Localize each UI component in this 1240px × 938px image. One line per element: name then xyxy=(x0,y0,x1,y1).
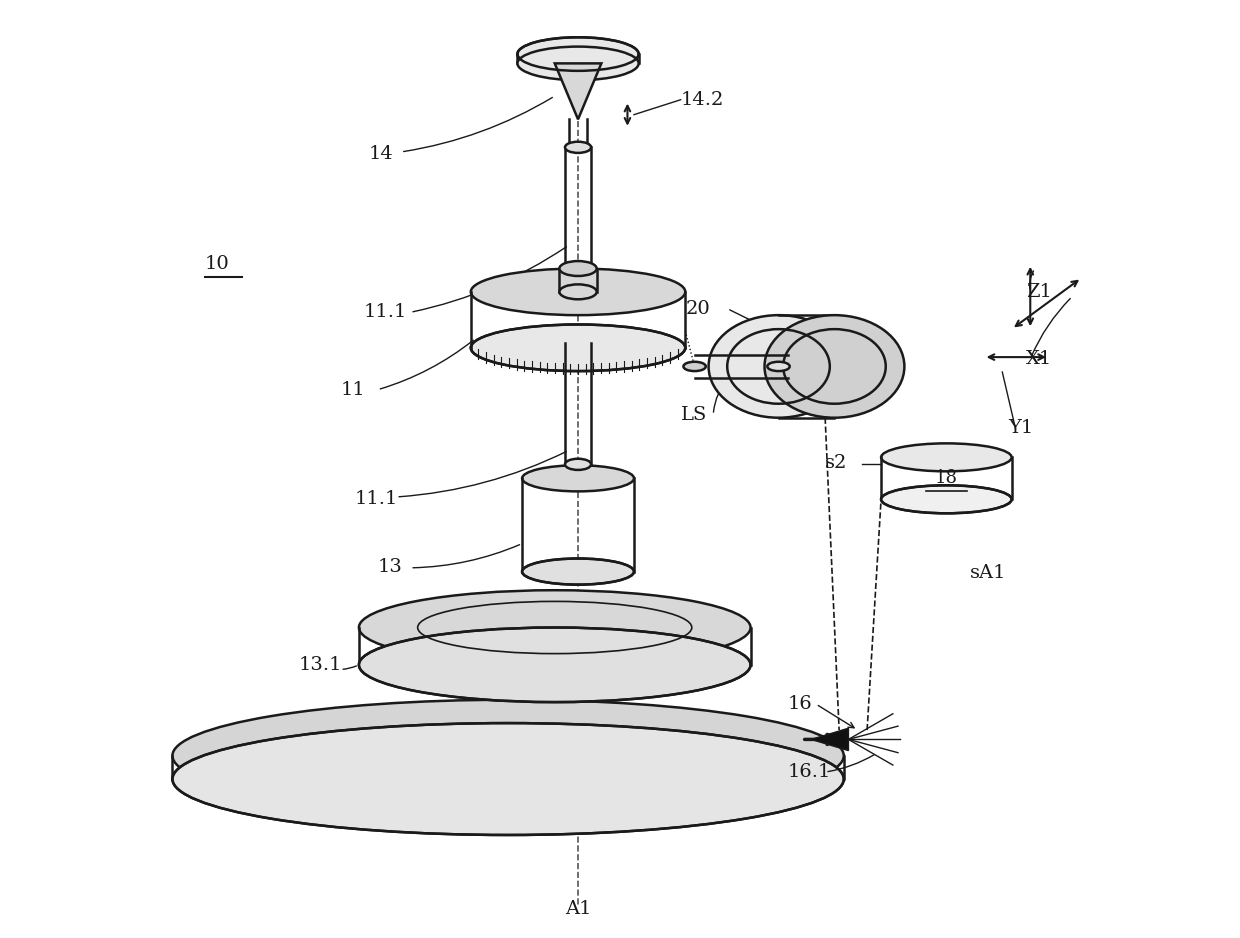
Text: Y1: Y1 xyxy=(1008,419,1033,437)
Text: 18: 18 xyxy=(935,469,957,488)
Text: 11: 11 xyxy=(340,381,365,399)
Ellipse shape xyxy=(565,142,591,153)
Ellipse shape xyxy=(882,485,1012,513)
Text: LS: LS xyxy=(681,406,707,424)
Ellipse shape xyxy=(708,315,848,417)
Text: s2: s2 xyxy=(825,454,847,473)
Ellipse shape xyxy=(882,444,1012,471)
Text: 16.1: 16.1 xyxy=(787,763,831,781)
Text: 11.1: 11.1 xyxy=(355,490,398,507)
Ellipse shape xyxy=(683,362,706,371)
Text: 14.2: 14.2 xyxy=(681,91,724,109)
Ellipse shape xyxy=(471,325,686,371)
Ellipse shape xyxy=(569,144,588,151)
Ellipse shape xyxy=(522,558,634,584)
Text: Z1: Z1 xyxy=(1025,283,1052,301)
Text: 20: 20 xyxy=(686,299,711,318)
Ellipse shape xyxy=(565,459,591,470)
Ellipse shape xyxy=(765,315,904,417)
Ellipse shape xyxy=(172,723,843,835)
Ellipse shape xyxy=(358,628,750,703)
Text: X1: X1 xyxy=(1025,350,1052,368)
Ellipse shape xyxy=(768,362,790,371)
Text: 11.1: 11.1 xyxy=(363,303,407,322)
Ellipse shape xyxy=(559,261,596,276)
Text: 16: 16 xyxy=(787,695,812,713)
Polygon shape xyxy=(554,64,601,119)
Ellipse shape xyxy=(559,284,596,299)
Polygon shape xyxy=(811,728,848,750)
Ellipse shape xyxy=(471,268,686,315)
Text: 14: 14 xyxy=(368,144,393,163)
Text: 10: 10 xyxy=(205,255,229,273)
Text: 13.1: 13.1 xyxy=(299,656,342,673)
Ellipse shape xyxy=(517,38,639,71)
Text: A1: A1 xyxy=(564,900,591,918)
Ellipse shape xyxy=(522,465,634,492)
Ellipse shape xyxy=(172,700,843,811)
Ellipse shape xyxy=(358,590,750,665)
Text: 13: 13 xyxy=(377,558,403,576)
Ellipse shape xyxy=(517,47,639,80)
Text: sA1: sA1 xyxy=(970,565,1006,582)
